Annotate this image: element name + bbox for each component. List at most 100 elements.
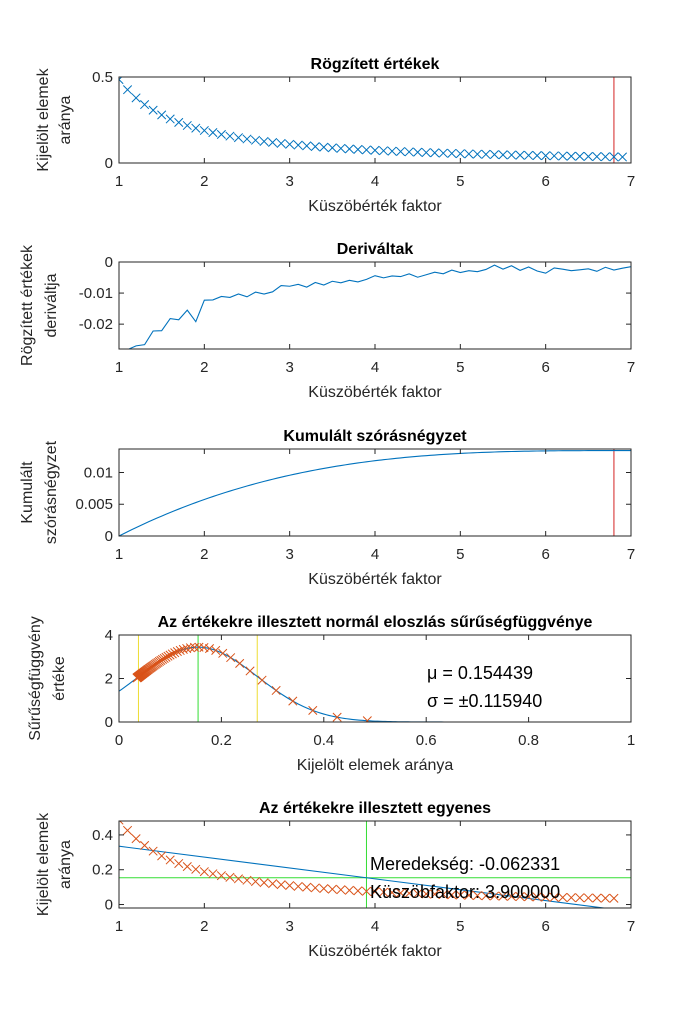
x-axis-label: Küszöbérték faktor xyxy=(308,571,442,588)
data-point xyxy=(185,643,195,653)
y-tick-label: 0 xyxy=(105,897,113,914)
data-point xyxy=(191,864,201,874)
data-point xyxy=(455,149,465,159)
x-tick-label: 2 xyxy=(200,173,208,190)
x-tick-label: 3 xyxy=(285,173,293,190)
x-tick-label: 3 xyxy=(285,546,293,563)
data-point xyxy=(344,144,354,154)
data-point xyxy=(438,889,448,900)
chart-title: Az értékekre illesztett normál eloszlás … xyxy=(158,614,593,631)
data-point xyxy=(259,136,269,146)
data-point xyxy=(132,673,142,683)
data-point xyxy=(119,821,124,825)
plot-area xyxy=(119,449,631,536)
data-point xyxy=(293,881,303,891)
y-tick-label: 2 xyxy=(105,671,113,688)
data-point xyxy=(609,152,619,162)
data-point xyxy=(566,893,576,903)
y-axis-label: aránya xyxy=(57,840,74,889)
data-point xyxy=(310,141,320,152)
x-tick-label: 5 xyxy=(456,173,464,190)
data-point xyxy=(506,150,517,160)
data-point xyxy=(566,151,576,161)
data-point xyxy=(524,892,534,902)
data-point xyxy=(498,891,508,901)
data-point xyxy=(558,151,568,161)
data-point xyxy=(421,889,431,899)
chart-title: Rögzített értékek xyxy=(311,56,440,73)
chart-title: Az értékekre illesztett egyenes xyxy=(259,800,491,817)
data-point xyxy=(353,144,363,154)
data-point xyxy=(489,150,500,160)
data-point xyxy=(515,150,525,160)
y-tick-label: 0.2 xyxy=(92,862,113,879)
data-point xyxy=(242,134,252,144)
x-tick-label: 0.8 xyxy=(518,732,539,749)
series-1-line xyxy=(127,264,631,349)
data-point xyxy=(189,642,200,652)
data-point xyxy=(378,887,389,897)
plot-area xyxy=(119,821,631,908)
x-tick-label: 2 xyxy=(200,359,208,376)
subplot-2: 1 2 3 4 5 6 7 -0.02 -0.01 0 Deriváltak Küszöbérték … xyxy=(19,241,635,401)
data-point xyxy=(285,139,295,149)
data-point xyxy=(583,893,593,903)
subplot-3: 1 2 3 4 5 6 7 0 0.005 0.01 Kumulált szórásnégyzet K… xyxy=(19,428,635,588)
data-point xyxy=(353,886,363,896)
x-tick-label: 0 xyxy=(115,732,123,749)
x-tick-label: 5 xyxy=(456,546,464,563)
y-axis-label: Kijelölt elemek xyxy=(35,67,52,171)
x-tick-label: 4 xyxy=(371,359,379,376)
data-point xyxy=(592,893,602,903)
x-tick-label: 1 xyxy=(115,359,123,376)
x-axis-label: Küszöbérték faktor xyxy=(308,198,442,215)
x-tick-label: 6 xyxy=(541,359,549,376)
x-tick-label: 1 xyxy=(627,732,635,749)
x-tick-label: 5 xyxy=(456,918,464,935)
series-2-markers xyxy=(132,642,372,722)
x-tick-label: 6 xyxy=(541,173,549,190)
data-point xyxy=(575,151,585,161)
data-point xyxy=(361,886,372,896)
data-point xyxy=(583,151,593,162)
data-point xyxy=(285,881,295,891)
data-point xyxy=(430,148,440,158)
data-point xyxy=(172,647,182,657)
x-axis-label: Kijelölt elemek aránya xyxy=(297,757,454,774)
subplot-1: 1 2 3 4 5 6 7 0 0.5 Rögzített értékek Küszöbérték … xyxy=(35,56,635,215)
data-point xyxy=(600,893,610,903)
data-point xyxy=(327,143,337,153)
x-tick-label: 5 xyxy=(456,359,464,376)
data-point xyxy=(165,114,175,124)
data-point xyxy=(421,147,431,158)
data-point xyxy=(131,93,141,103)
data-point xyxy=(170,648,180,658)
data-point xyxy=(370,887,380,897)
data-point xyxy=(327,884,337,894)
data-point xyxy=(175,645,185,656)
x-tick-label: 2 xyxy=(200,546,208,563)
data-point xyxy=(293,140,303,150)
data-point xyxy=(167,649,177,659)
y-axis-label: aránya xyxy=(57,95,74,144)
y-axis-label: szórásnégyzet xyxy=(43,440,60,544)
data-point xyxy=(140,840,150,851)
series-1-line xyxy=(119,845,609,908)
data-point xyxy=(216,871,226,881)
data-point xyxy=(558,892,568,903)
data-point xyxy=(524,150,534,160)
data-point xyxy=(178,644,188,654)
data-point xyxy=(226,653,236,663)
x-tick-label: 1 xyxy=(115,918,123,935)
y-axis-label: értéke xyxy=(51,656,68,701)
y-tick-label: 0 xyxy=(105,155,113,172)
data-point xyxy=(575,893,585,903)
subplot-5: 1 2 3 4 5 6 7 0 0.2 0.4 Az értékekre illesztett eg… xyxy=(35,800,635,960)
data-point xyxy=(464,890,474,900)
data-point xyxy=(319,142,329,152)
x-tick-label: 1 xyxy=(115,173,123,190)
x-tick-label: 0.2 xyxy=(211,732,232,749)
data-point xyxy=(235,658,245,669)
data-point xyxy=(387,146,397,156)
